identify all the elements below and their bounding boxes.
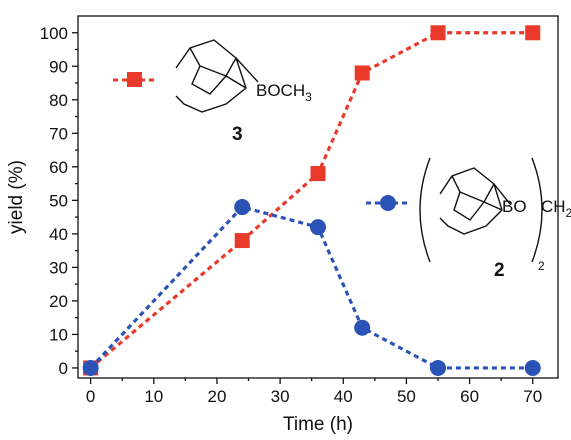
- data-point-2: [82, 359, 99, 376]
- y-tick-label: 60: [49, 158, 68, 177]
- data-point-2: [234, 199, 251, 216]
- x-tick-label: 20: [207, 387, 226, 406]
- structure-2-label: BO: [502, 197, 527, 216]
- compound-3-number: 3: [232, 124, 243, 145]
- data-point-3: [525, 25, 541, 41]
- series-line-2: [89, 205, 533, 370]
- y-tick-label: 20: [49, 292, 68, 311]
- data-point-3: [234, 233, 250, 249]
- legend-marker-square: [127, 72, 142, 87]
- data-point-2: [310, 219, 326, 236]
- x-tick-label: 50: [397, 387, 416, 406]
- structure-2-suffix: CH2: [541, 197, 571, 220]
- y-tick-label: 50: [49, 191, 68, 210]
- data-point-3: [430, 25, 446, 41]
- plot-frame: [77, 15, 559, 379]
- structure-2-outer-subscript: 2: [538, 259, 545, 273]
- x-tick-label: 40: [334, 387, 353, 406]
- x-tick-label: 10: [144, 387, 163, 406]
- y-tick-label: 30: [49, 258, 68, 277]
- y-tick-label: 10: [49, 325, 68, 344]
- structure-2-drawing: [419, 157, 543, 263]
- y-axis-title: yield (%): [6, 160, 27, 234]
- axes: 0 10 20 30 40 50 60 70 0 10 20 30 40 50 60 70 80 90 100 Tim…: [6, 15, 559, 435]
- x-tick-label: 60: [460, 387, 479, 406]
- legend-compound-3: BOCH3 3: [113, 39, 312, 145]
- structure-3-drawing: [175, 39, 259, 113]
- x-tick-label: 70: [523, 387, 542, 406]
- legend-compound-2: BO CH2 2 2: [366, 157, 571, 281]
- y-tick-label: 40: [49, 225, 68, 244]
- y-tick-label: 90: [49, 57, 68, 76]
- y-tick-label: 100: [40, 24, 68, 43]
- y-tick-label: 80: [49, 91, 68, 110]
- left-parenthesis: [419, 157, 431, 263]
- data-point-2: [430, 359, 446, 376]
- structure-3-label: BOCH3: [256, 81, 312, 104]
- series-line-3: [89, 31, 533, 370]
- x-axis-title: Time (h): [283, 414, 353, 435]
- data-point-2: [524, 359, 541, 376]
- y-tick-label: 0: [59, 359, 68, 378]
- data-point-3: [354, 65, 370, 81]
- data-point-3: [310, 166, 326, 182]
- x-tick-label: 30: [271, 387, 290, 406]
- x-tick-label: 0: [86, 387, 95, 406]
- compound-2-number: 2: [494, 260, 505, 281]
- data-point-2: [354, 319, 371, 336]
- series-layer: [82, 25, 541, 376]
- right-parenthesis: [531, 157, 543, 263]
- legend-marker-circle: [380, 195, 396, 211]
- y-tick-label: 70: [49, 124, 68, 143]
